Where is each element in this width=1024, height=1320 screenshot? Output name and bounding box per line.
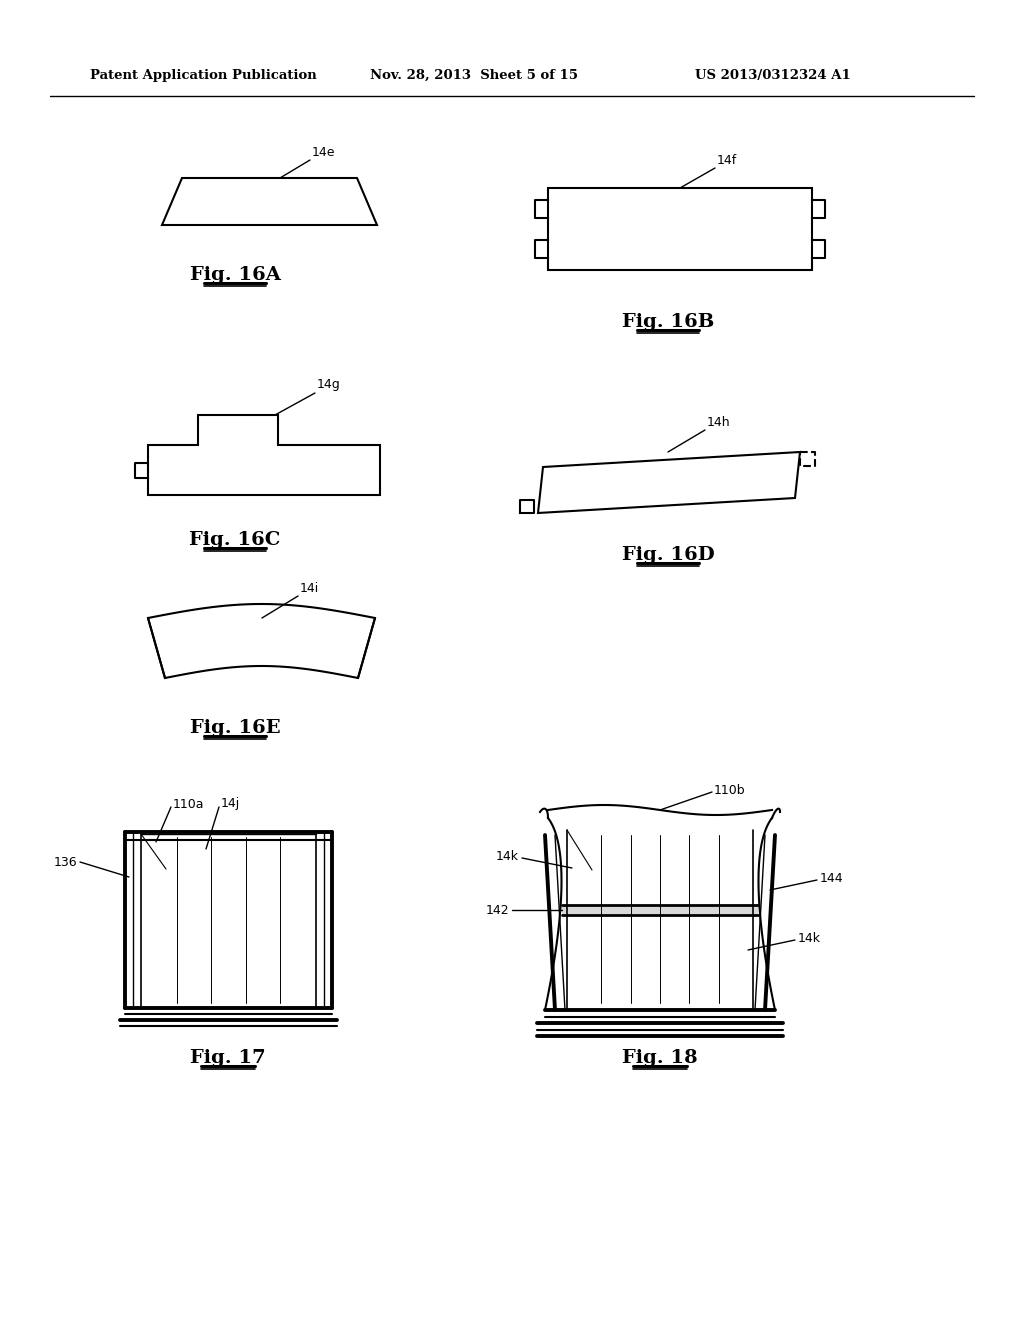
Text: Fig. 18: Fig. 18 <box>623 1049 697 1067</box>
Text: 14k: 14k <box>496 850 519 863</box>
Text: 110a: 110a <box>173 797 205 810</box>
Text: 144: 144 <box>820 873 844 886</box>
Text: 110b: 110b <box>714 784 745 797</box>
Text: Fig. 17: Fig. 17 <box>190 1049 266 1067</box>
Text: Fig. 16D: Fig. 16D <box>622 546 715 564</box>
Text: 14g: 14g <box>317 378 341 391</box>
Text: Nov. 28, 2013  Sheet 5 of 15: Nov. 28, 2013 Sheet 5 of 15 <box>370 69 578 82</box>
Text: 14h: 14h <box>707 416 731 429</box>
Text: Fig. 16C: Fig. 16C <box>189 531 281 549</box>
Text: 14k: 14k <box>798 932 821 945</box>
Text: 142: 142 <box>485 903 509 916</box>
Text: 14j: 14j <box>221 797 241 810</box>
Text: 14f: 14f <box>717 154 737 168</box>
Text: 14i: 14i <box>300 582 319 595</box>
Text: Patent Application Publication: Patent Application Publication <box>90 69 316 82</box>
Text: Fig. 16A: Fig. 16A <box>189 267 281 284</box>
Text: Fig. 16B: Fig. 16B <box>622 313 714 331</box>
Text: US 2013/0312324 A1: US 2013/0312324 A1 <box>695 69 851 82</box>
Text: 136: 136 <box>53 855 77 869</box>
Bar <box>562 906 758 915</box>
Text: 14e: 14e <box>312 147 336 158</box>
Text: Fig. 16E: Fig. 16E <box>189 719 281 737</box>
